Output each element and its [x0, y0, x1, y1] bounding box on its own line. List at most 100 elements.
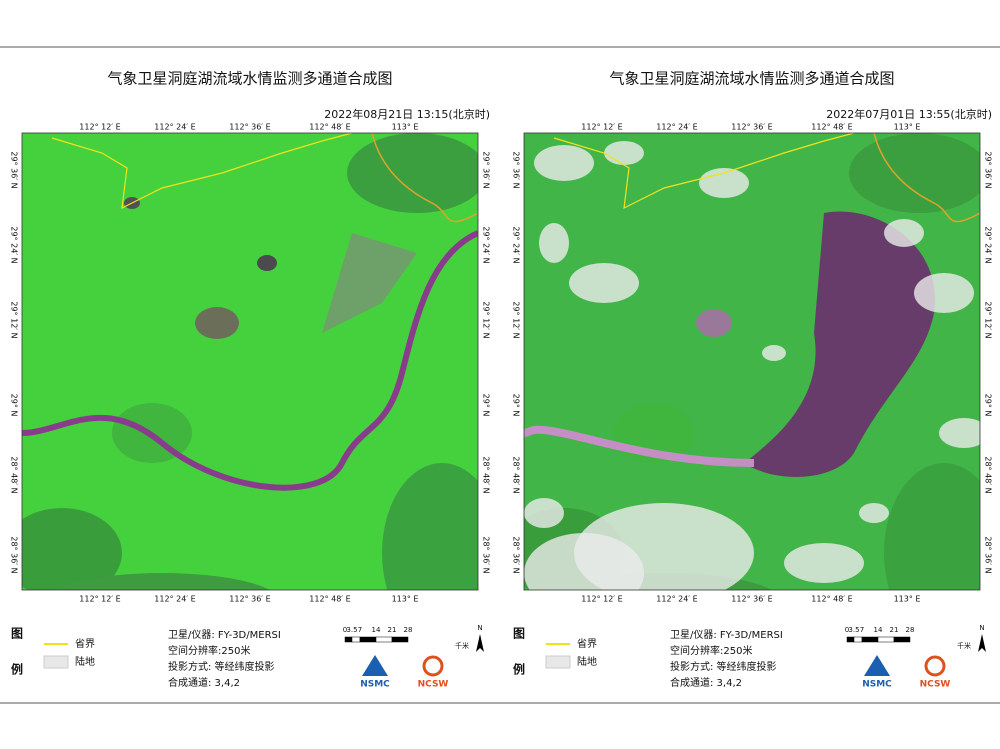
lat-label: 28° 48′ N: [512, 456, 521, 493]
lat-label: 29° 12′ N: [984, 301, 993, 338]
scale-label: 21: [890, 626, 899, 634]
map-image: [22, 133, 478, 590]
scale-label: 7: [358, 626, 362, 634]
legend-title: 图: [513, 627, 525, 641]
info-line: 空间分辨率:250米: [168, 644, 250, 657]
terrain: [696, 309, 732, 337]
scale-segment: [853, 636, 863, 643]
logo-text: NSMC: [360, 680, 390, 690]
scale-label: 28: [404, 626, 413, 634]
lat-label: 28° 48′ N: [10, 456, 19, 493]
lake: [744, 211, 935, 477]
terrain: [914, 273, 974, 313]
lat-label: 29° 36′ N: [512, 151, 521, 188]
terrain: [524, 533, 644, 590]
lat-label: 28° 36′ N: [984, 536, 993, 573]
map-frame: [523, 132, 981, 591]
lat-label: 28° 48′ N: [984, 456, 993, 493]
lon-label: 112° 36′ E: [229, 595, 270, 604]
scale-label: 14: [874, 626, 883, 634]
lon-label: 112° 24′ E: [154, 123, 195, 132]
legend-label: 省界: [75, 637, 95, 650]
scale-segment: [375, 636, 393, 643]
scale-unit: 千米: [957, 641, 971, 650]
lon-label: 113° E: [392, 595, 419, 604]
info-line: 投影方式: 等经纬度投影: [670, 660, 777, 673]
lat-label: 28° 36′ N: [512, 536, 521, 573]
north-label: N: [477, 624, 482, 632]
lon-label: 112° 12′ E: [581, 595, 622, 604]
terrain: [195, 307, 239, 339]
scale-segment: [391, 636, 409, 643]
scale-unit: 千米: [455, 641, 469, 650]
lon-label: 112° 36′ E: [229, 123, 270, 132]
lat-label: 29° 12′ N: [512, 301, 521, 338]
lat-label: 29° 24′ N: [10, 226, 19, 263]
scale-label: 28: [906, 626, 915, 634]
info-line: 卫星/仪器: FY-3D/MERSI: [670, 629, 783, 641]
lon-label: 112° 48′ E: [309, 123, 350, 132]
province-border: [553, 133, 855, 210]
north-arrow: [978, 634, 986, 652]
logo-text: NSMC: [862, 680, 892, 690]
river: [22, 230, 478, 491]
lon-label: 112° 24′ E: [154, 595, 195, 604]
wetland: [322, 233, 417, 333]
legend-label: 陆地: [75, 655, 95, 668]
lon-label: 112° 48′ E: [811, 595, 852, 604]
info-line: 卫星/仪器: FY-3D/MERSI: [168, 629, 281, 641]
lon-label: 112° 12′ E: [581, 123, 622, 132]
terrain: [382, 463, 478, 590]
logo-text: NCSW: [920, 680, 951, 690]
scale-label: 14: [372, 626, 381, 634]
lat-label: 28° 36′ N: [482, 536, 491, 573]
legend-label: 省界: [577, 637, 597, 650]
lat-label: 29° N: [984, 394, 993, 417]
north-label: N: [979, 624, 984, 632]
map-image: [524, 133, 980, 590]
lat-label: 29° 24′ N: [984, 226, 993, 263]
nsmc-emblem: [362, 655, 388, 676]
lat-label: 29° 36′ N: [984, 151, 993, 188]
terrain: [884, 463, 980, 590]
lat-label: 29° N: [512, 394, 521, 417]
lon-label: 112° 48′ E: [309, 595, 350, 604]
lat-label: 29° 12′ N: [482, 301, 491, 338]
info-line: 合成通道: 3,4,2: [670, 676, 742, 689]
terrain: [884, 219, 924, 247]
province-border: [873, 133, 980, 223]
lat-label: 29° 36′ N: [482, 151, 491, 188]
lon-label: 112° 12′ E: [79, 123, 120, 132]
scale-label: 0: [343, 626, 347, 634]
lat-label: 29° 12′ N: [10, 301, 19, 338]
lon-label: 113° E: [894, 595, 921, 604]
lon-label: 112° 48′ E: [811, 123, 852, 132]
datetime: 2022年07月01日 13:55(北京时): [826, 107, 992, 121]
terrain: [762, 345, 786, 361]
province-border: [371, 133, 478, 223]
nsmc-emblem: [864, 655, 890, 676]
ncsw-emblem: [422, 655, 444, 677]
terrain: [569, 263, 639, 303]
legend-label: 陆地: [577, 655, 597, 668]
panel: 气象卫星洞庭湖流域水情监测多通道合成图 2022年08月21日 13:15(北京时…: [10, 70, 491, 690]
lon-label: 113° E: [392, 123, 419, 132]
terrain: [539, 223, 569, 263]
scale-segment: [877, 636, 895, 643]
panel-title: 气象卫星洞庭湖流域水情监测多通道合成图: [609, 70, 894, 88]
map-frame: [21, 132, 479, 591]
terrain: [849, 133, 980, 213]
logo-text: NCSW: [418, 680, 449, 690]
ncsw-emblem: [924, 655, 946, 677]
panel-title: 气象卫星洞庭湖流域水情监测多通道合成图: [107, 70, 392, 88]
lat-label: 29° N: [10, 394, 19, 417]
lat-label: 28° 48′ N: [482, 456, 491, 493]
lat-label: 29° N: [482, 394, 491, 417]
lat-label: 29° 24′ N: [512, 226, 521, 263]
lat-label: 29° 24′ N: [482, 226, 491, 263]
info-line: 合成通道: 3,4,2: [168, 676, 240, 689]
lon-label: 112° 24′ E: [656, 595, 697, 604]
lon-label: 112° 24′ E: [656, 123, 697, 132]
scale-segment: [344, 636, 353, 643]
scale-segment: [351, 636, 361, 643]
